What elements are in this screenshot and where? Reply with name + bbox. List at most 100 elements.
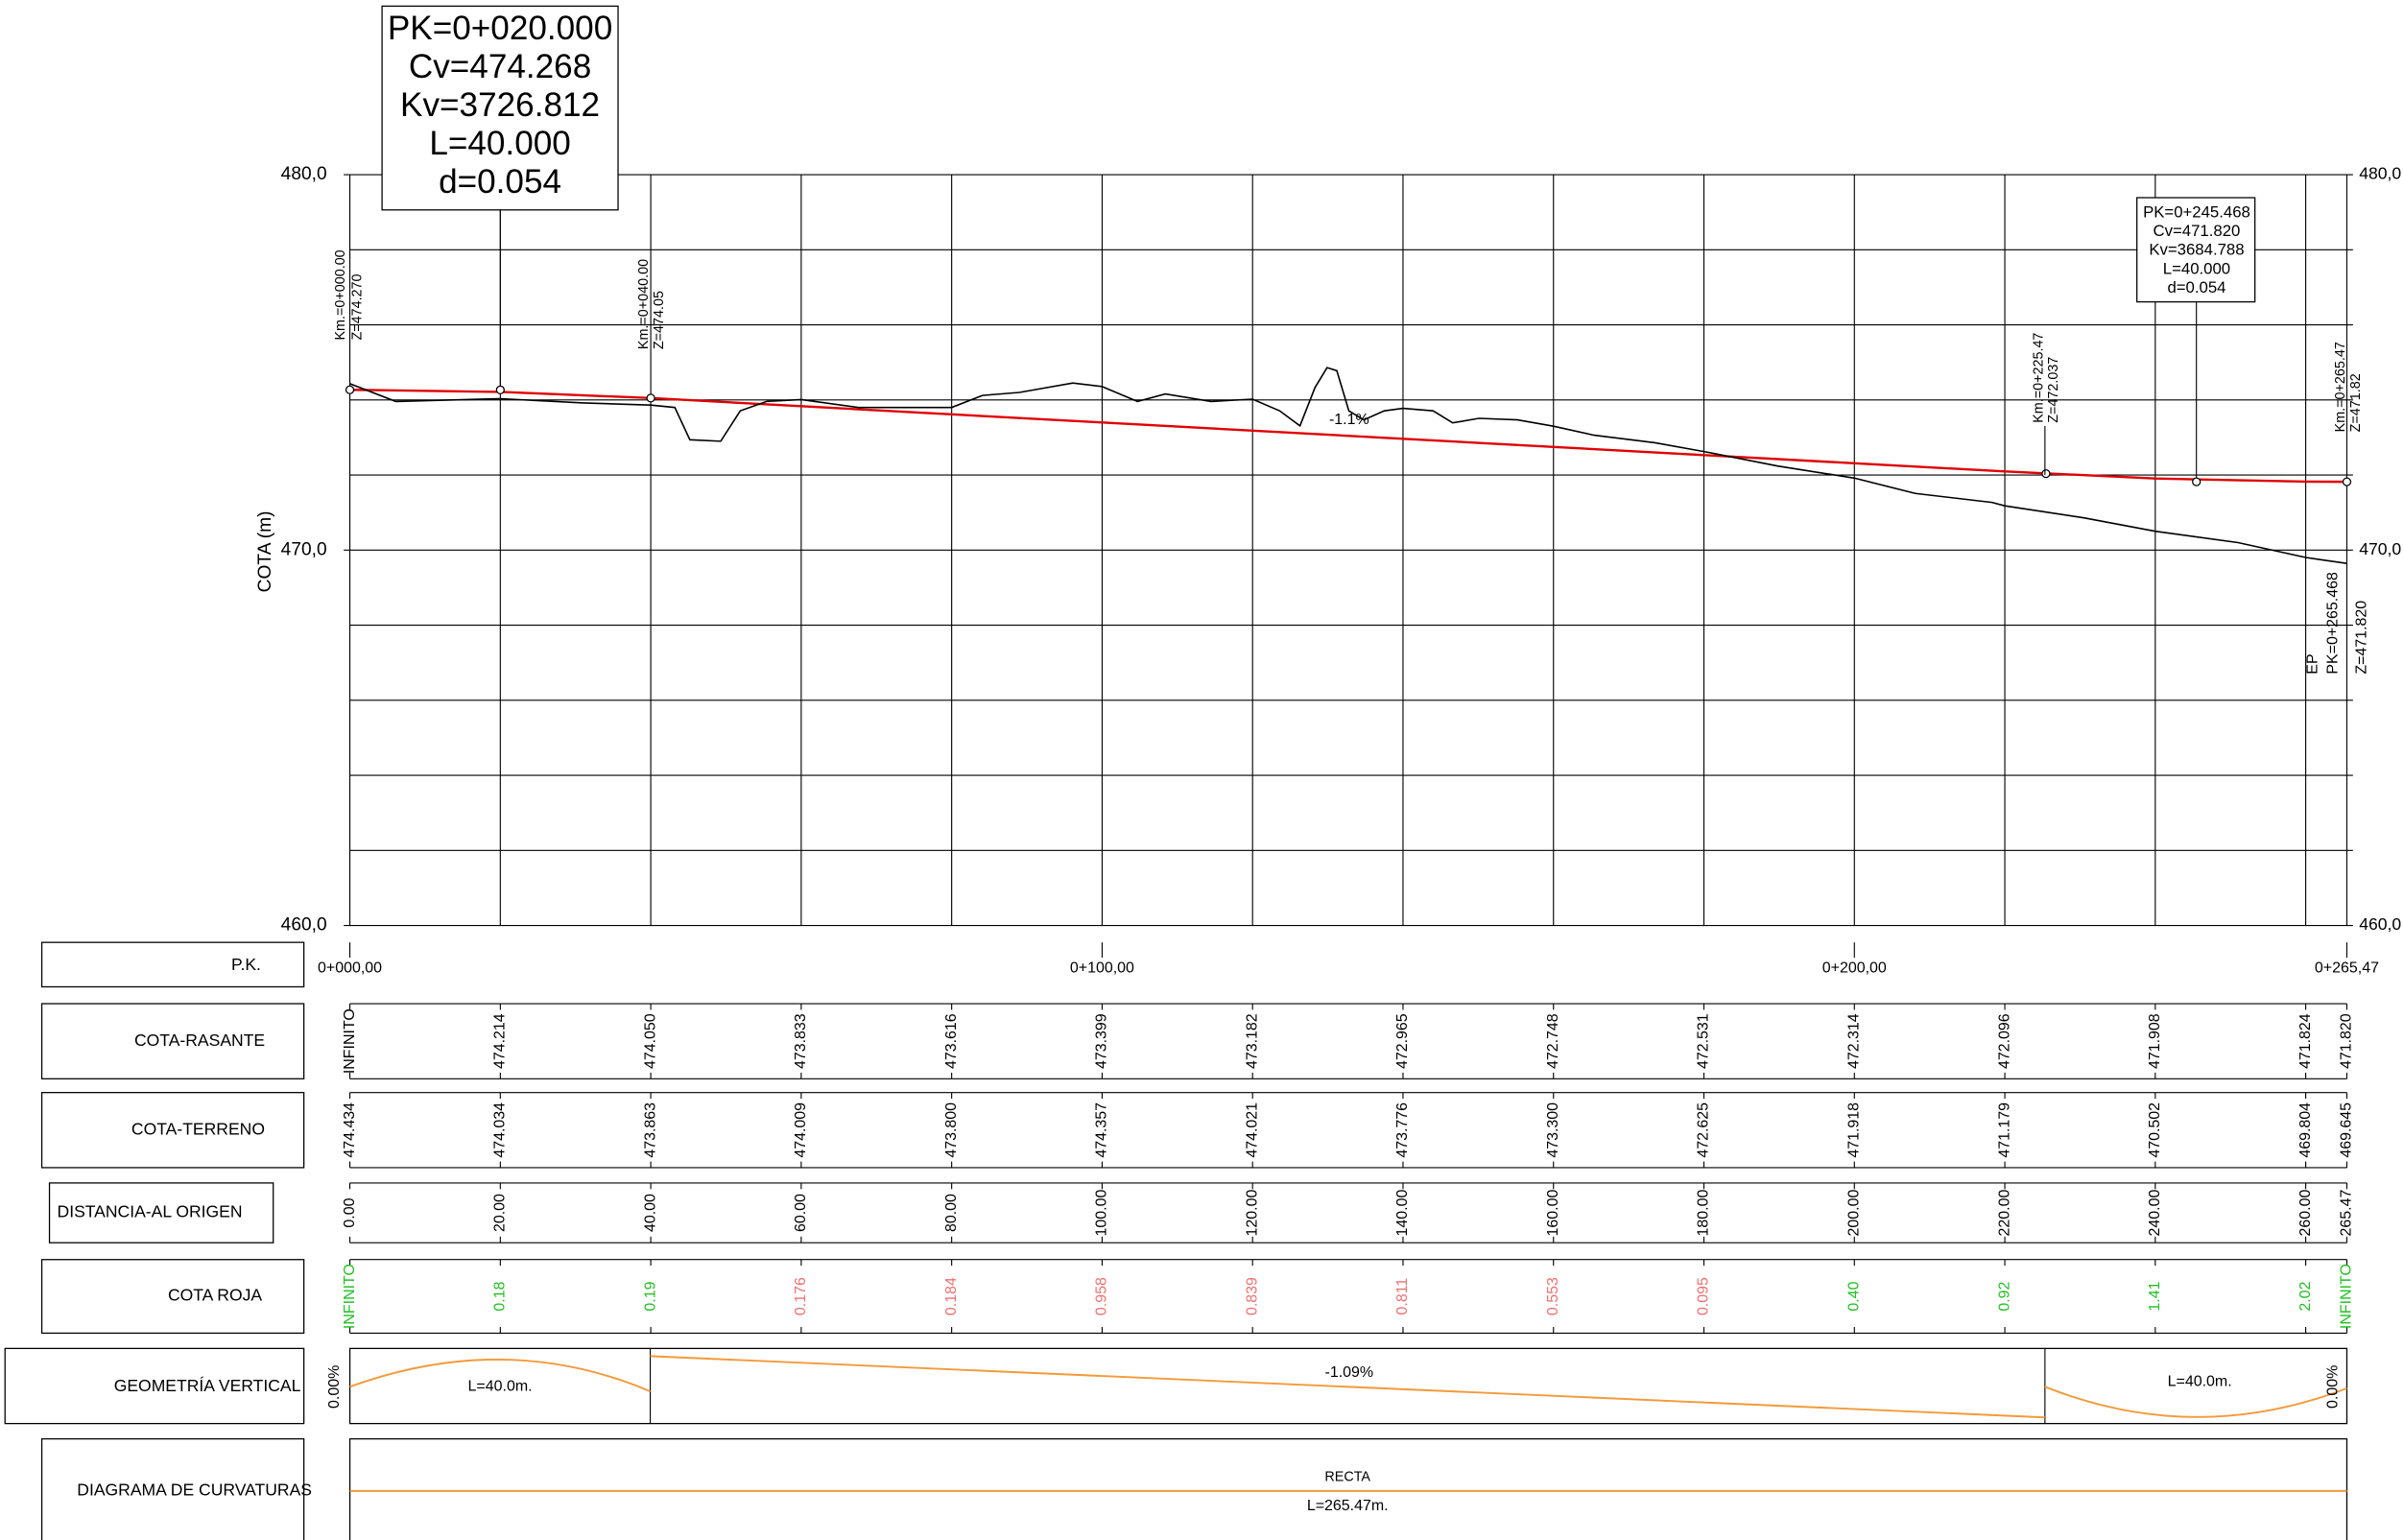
row-value: INFINITO [342,1264,358,1329]
row-value: 474.214 [492,1013,509,1069]
row-value: 471.824 [2297,1013,2314,1069]
vertex [2192,477,2202,486]
vertex-text: Kv=3684.788 [2149,241,2244,259]
vertex-box [2136,197,2256,303]
row-value: 0.184 [943,1277,960,1315]
row-value: 474.050 [642,1013,658,1069]
row-label: GEOMETRÍA VERTICAL [114,1376,301,1395]
station-label: Z=474.270 [349,273,365,340]
x-tick-label: 0+000,00 [318,960,382,977]
row-value: 20.00 [492,1194,509,1232]
geometry-text: L=40.0m. [468,1379,533,1395]
row-box [40,1437,305,1540]
station-label: Z=474.05 [652,291,667,349]
station-label: Km.=0+040.00 [636,259,652,349]
grade-line [349,389,2347,484]
row-value: 472.965 [1394,1013,1411,1069]
y-tick-label: 470,0 [2359,539,2401,558]
geometry-text: 0.00% [326,1365,343,1409]
vertex [345,385,355,394]
curvature-text: L=265.47m. [1307,1498,1389,1514]
row-value: 473.399 [1094,1013,1110,1069]
geometry-text: -1.09% [1325,1364,1374,1381]
vertex-text: PK=0+020.000 [388,10,612,47]
vertex-text: L=40.000 [2163,259,2230,277]
row-value: 0.095 [1696,1277,1712,1315]
vertex-text: PK=0+245.468 [2143,202,2250,221]
row-value: 260.00 [2297,1189,2314,1236]
vertex-text: d=0.054 [2167,278,2225,296]
row-value: 180.00 [1696,1189,1712,1236]
y-tick-label: 470,0 [281,539,327,559]
row-value: 120.00 [1244,1189,1260,1236]
row-value: 0.553 [1545,1277,1561,1315]
row-value: 472.314 [1845,1013,1862,1069]
row-value: 470.502 [2147,1102,2163,1158]
row-value: 220.00 [1996,1189,2012,1236]
vertex-text: Cv=471.820 [2154,222,2241,240]
y-tick-label: 460,0 [2359,914,2401,934]
row-value: 0.19 [642,1281,658,1311]
row-label: COTA ROJA [168,1286,262,1305]
row-value: 471.820 [2339,1013,2355,1069]
y-axis-label: COTA (m) [255,511,275,593]
row-value: 160.00 [1545,1189,1561,1236]
row-value: 473.182 [1244,1013,1260,1069]
row-value: 474.034 [492,1102,509,1158]
end-label: PK=0+265.468 [2324,572,2341,675]
station-label: Km.=0+000.00 [333,249,348,340]
row-label: DISTANCIA-AL ORIGEN [58,1202,243,1221]
row-value: 471.179 [1996,1102,2012,1158]
row-value: 473.833 [793,1013,809,1069]
row-value: 474.434 [342,1102,358,1158]
station-label: Km.=0+265.47 [2333,342,2348,432]
row-value: 474.357 [1094,1102,1110,1158]
row-value: 240.00 [2147,1189,2163,1236]
row-value: 140.00 [1394,1189,1411,1236]
row-value: INFINITO [342,1008,358,1074]
x-tick-label: 0+265,47 [2315,960,2379,977]
row-value: 472.748 [1545,1013,1561,1069]
row-label: COTA-TERRENO [131,1119,265,1138]
row-value: 471.918 [1845,1102,1862,1158]
vertex [646,393,655,403]
row-value: 473.863 [642,1102,658,1158]
row-value: 472.531 [1696,1013,1712,1069]
y-tick-label: 480,0 [2359,164,2401,183]
vertex [2342,477,2352,486]
row-value: 474.021 [1244,1102,1260,1158]
curvature-text: RECTA [1324,1469,1370,1484]
row-box [40,941,305,988]
row-value: 473.300 [1545,1102,1561,1158]
grade-line [650,1355,2045,1419]
grade-label: -1.1% [1329,412,1369,428]
row-value: 200.00 [1845,1189,1862,1236]
vertex [2041,468,2051,479]
row-value: 2.02 [2297,1281,2314,1311]
row-label: COTA-RASANTE [134,1031,265,1050]
row-value: 60.00 [793,1194,809,1232]
row-value: 0.00 [342,1197,358,1227]
row-value: 472.096 [1996,1013,2012,1069]
row-value: 265.47 [2339,1189,2355,1236]
row-box [40,1259,305,1335]
vertex-text: d=0.054 [439,163,561,201]
row-value: 0.92 [1996,1281,2012,1311]
curvature-band [348,1437,2348,1540]
row-value: 0.40 [1845,1281,1862,1311]
row-value: 469.645 [2339,1102,2355,1158]
geometry-text: 0.00% [2324,1365,2341,1409]
row-value: 474.009 [793,1102,809,1158]
vertical-curve [2044,1386,2347,1418]
vertex-text: L=40.000 [429,125,570,162]
row-value: 471.908 [2147,1013,2163,1069]
row-value: 469.804 [2297,1102,2314,1158]
vertex-text: Cv=474.268 [409,48,591,85]
station-label: Km.=0+225.47 [2031,333,2046,423]
row-value: 40.00 [642,1194,658,1232]
row-value: 80.00 [943,1194,960,1232]
row-box [4,1347,305,1425]
row-value: 472.625 [1696,1102,1712,1158]
row-box [40,1092,305,1169]
